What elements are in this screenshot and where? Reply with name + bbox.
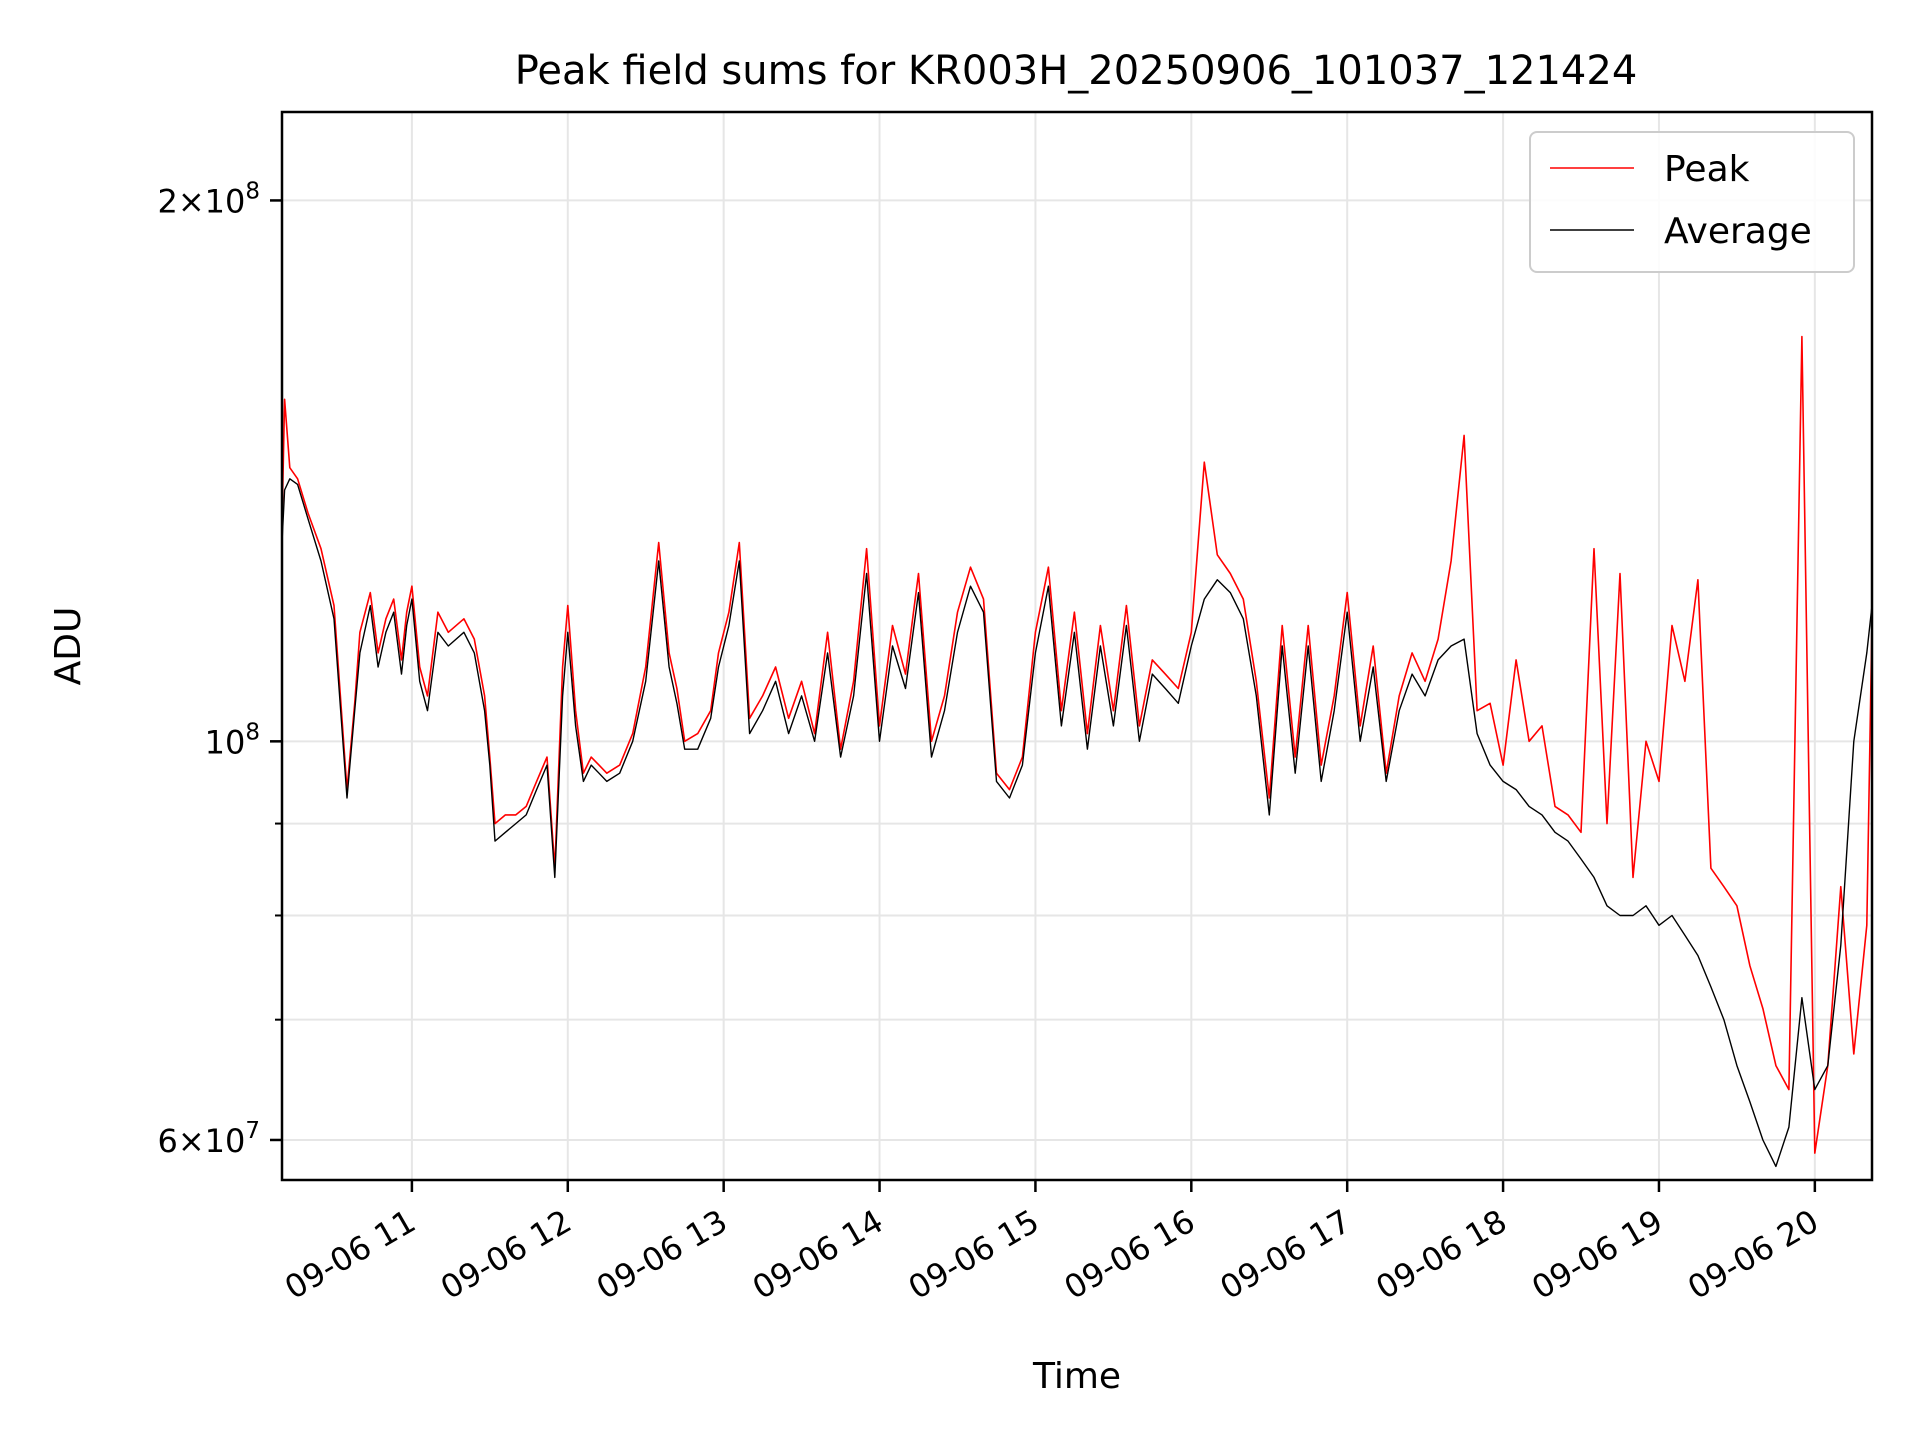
legend-label-average: Average (1664, 211, 1812, 252)
y-tick-label: 108 (205, 719, 260, 761)
series-line-peak (281, 335, 1873, 1154)
x-tick-label: 09-06 13 (590, 1202, 734, 1307)
legend: Peak Average (1529, 131, 1855, 273)
y-axis: 6×107 108 2×108 (157, 178, 282, 1160)
x-tick-label: 09-06 14 (746, 1202, 890, 1307)
series-layer (281, 335, 1873, 1168)
x-tick-label: 09-06 18 (1369, 1202, 1513, 1307)
x-tick-label: 09-06 20 (1681, 1202, 1825, 1307)
x-tick-label: 09-06 19 (1525, 1202, 1669, 1307)
y-tick-label: 2×108 (157, 178, 260, 220)
x-axis: 09-06 11 09-06 12 09-06 13 09-06 14 09-06 15… (278, 1180, 1825, 1307)
x-axis-label: Time (1032, 1356, 1121, 1397)
plot-frame (280, 110, 1874, 1182)
x-tick-label: 09-06 16 (1058, 1202, 1202, 1307)
chart-title: Peak field sums for KR003H_20250906_1010… (515, 48, 1638, 94)
y-tick-label: 6×107 (157, 1118, 260, 1160)
y-axis-label: ADU (48, 607, 89, 686)
x-tick-label: 09-06 12 (434, 1202, 578, 1307)
series-line-average (281, 478, 1873, 1168)
legend-label-peak: Peak (1664, 149, 1750, 190)
legend-box (1529, 131, 1855, 273)
x-tick-label: 09-06 15 (902, 1202, 1046, 1307)
x-tick-label: 09-06 17 (1214, 1202, 1358, 1307)
x-tick-label: 09-06 11 (278, 1202, 422, 1307)
grid-lines (282, 112, 1872, 1180)
